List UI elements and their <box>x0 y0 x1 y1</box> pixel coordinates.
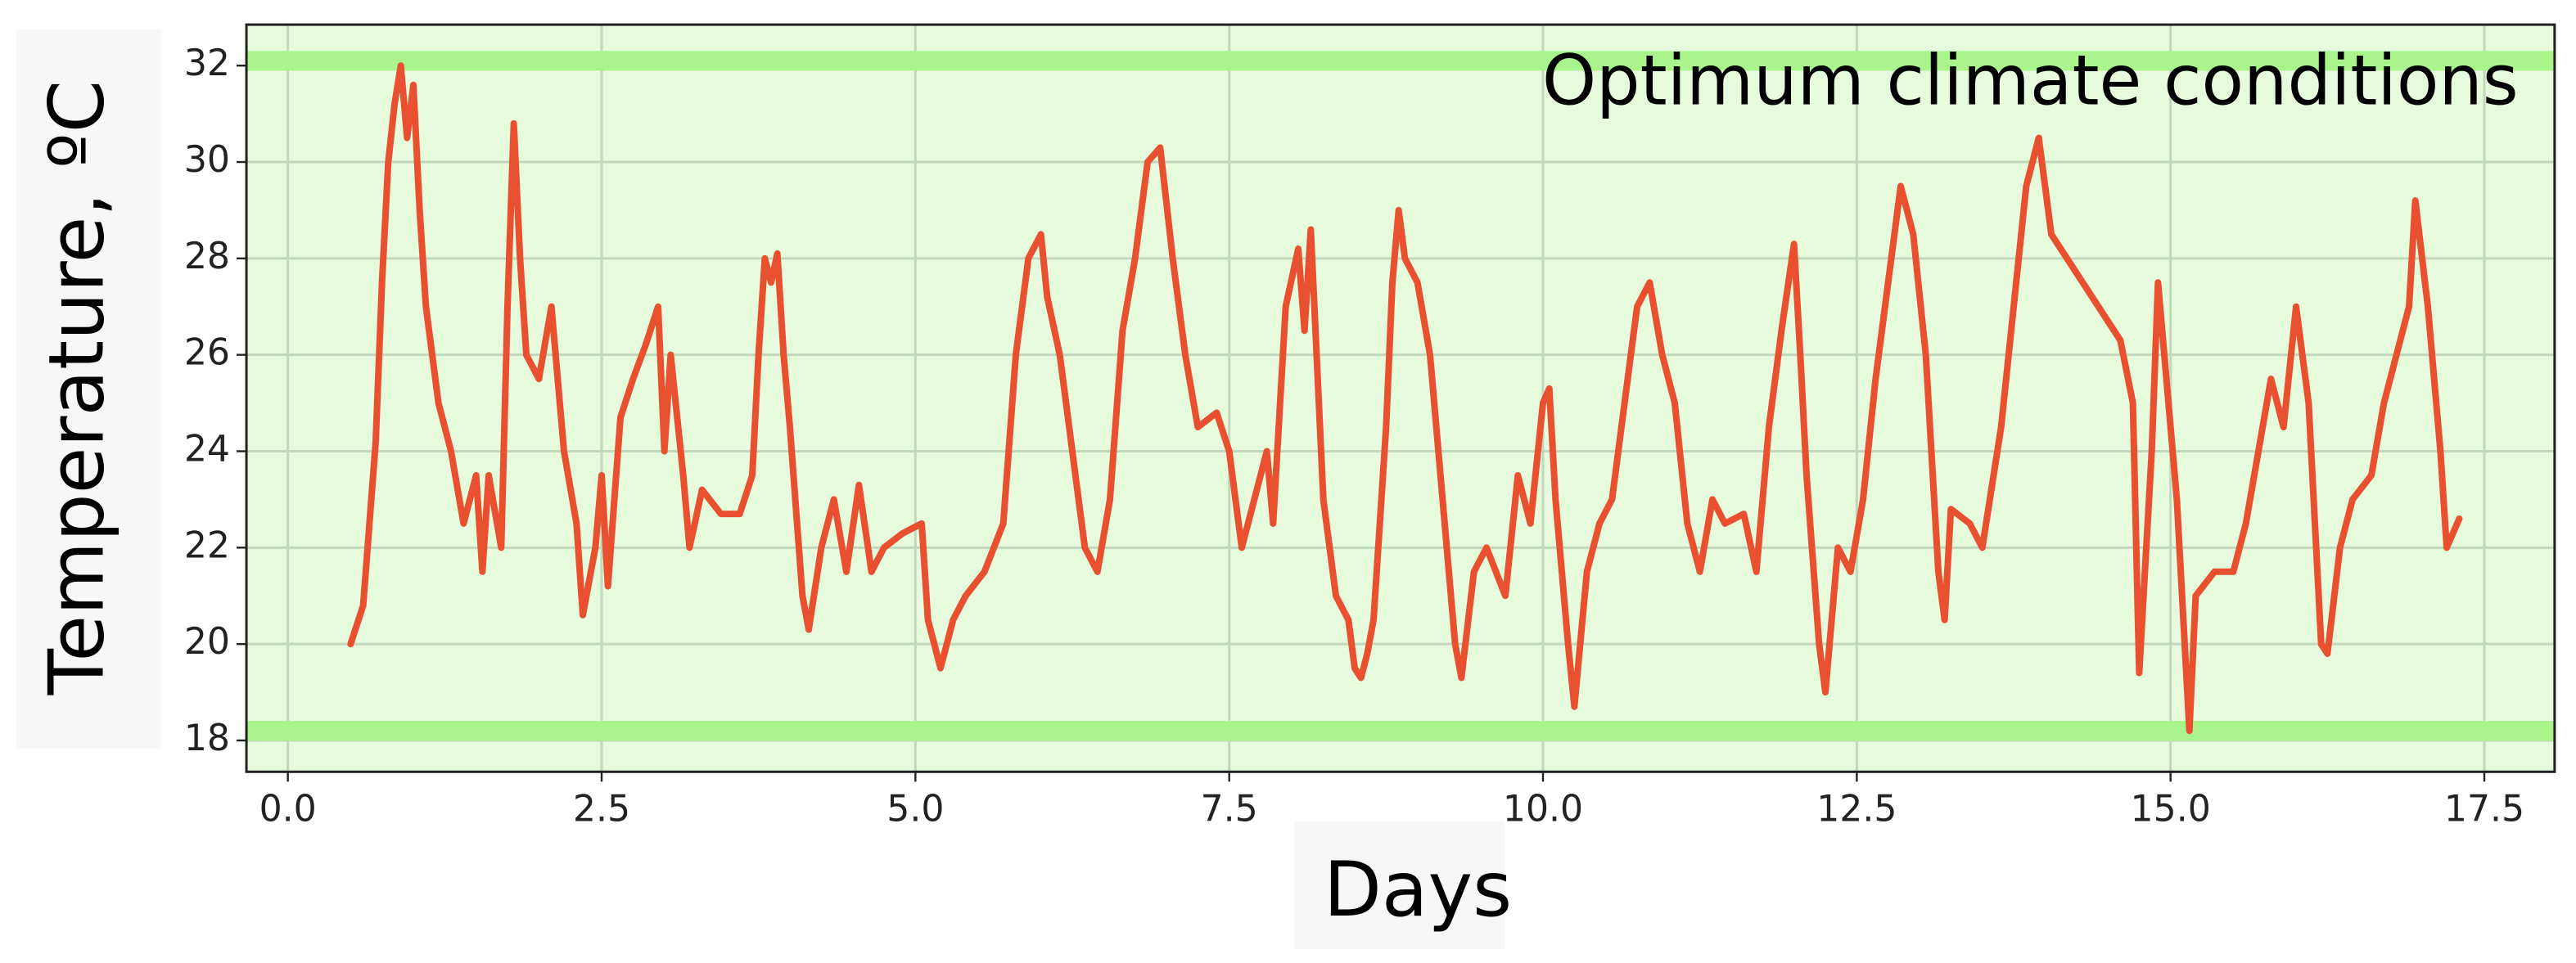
plot-frame <box>245 23 2556 773</box>
y-tick-label: 30 <box>184 139 230 181</box>
x-tick-label: 17.5 <box>2444 788 2524 830</box>
x-tick-label: 7.5 <box>1201 788 1258 830</box>
y-label-backdrop <box>16 29 161 749</box>
annotation: Optimum climate conditions <box>1542 40 2519 120</box>
y-axis-label: Temperature, ºC <box>33 80 121 695</box>
y-tick-label: 28 <box>184 236 230 277</box>
y-tick-label: 26 <box>184 332 230 374</box>
y-tick-label: 18 <box>184 718 230 759</box>
x-tick-label: 15.0 <box>2131 788 2211 830</box>
x-axis-label: Days <box>1324 845 1512 934</box>
x-tick-label: 2.5 <box>573 788 630 830</box>
y-tick-label: 20 <box>184 621 230 663</box>
x-tick-label: 12.5 <box>1816 788 1897 830</box>
x-tick-label: 10.0 <box>1503 788 1583 830</box>
plot-background <box>246 25 2555 772</box>
x-label-backdrop <box>1294 821 1505 950</box>
temperature-line <box>347 62 2463 735</box>
x-tick-label: 0.0 <box>259 788 317 830</box>
y-tick-label: 32 <box>184 43 230 84</box>
y-tick-label: 24 <box>184 429 230 470</box>
y-tick-label: 22 <box>184 524 230 566</box>
x-tick-label: 5.0 <box>886 788 944 830</box>
